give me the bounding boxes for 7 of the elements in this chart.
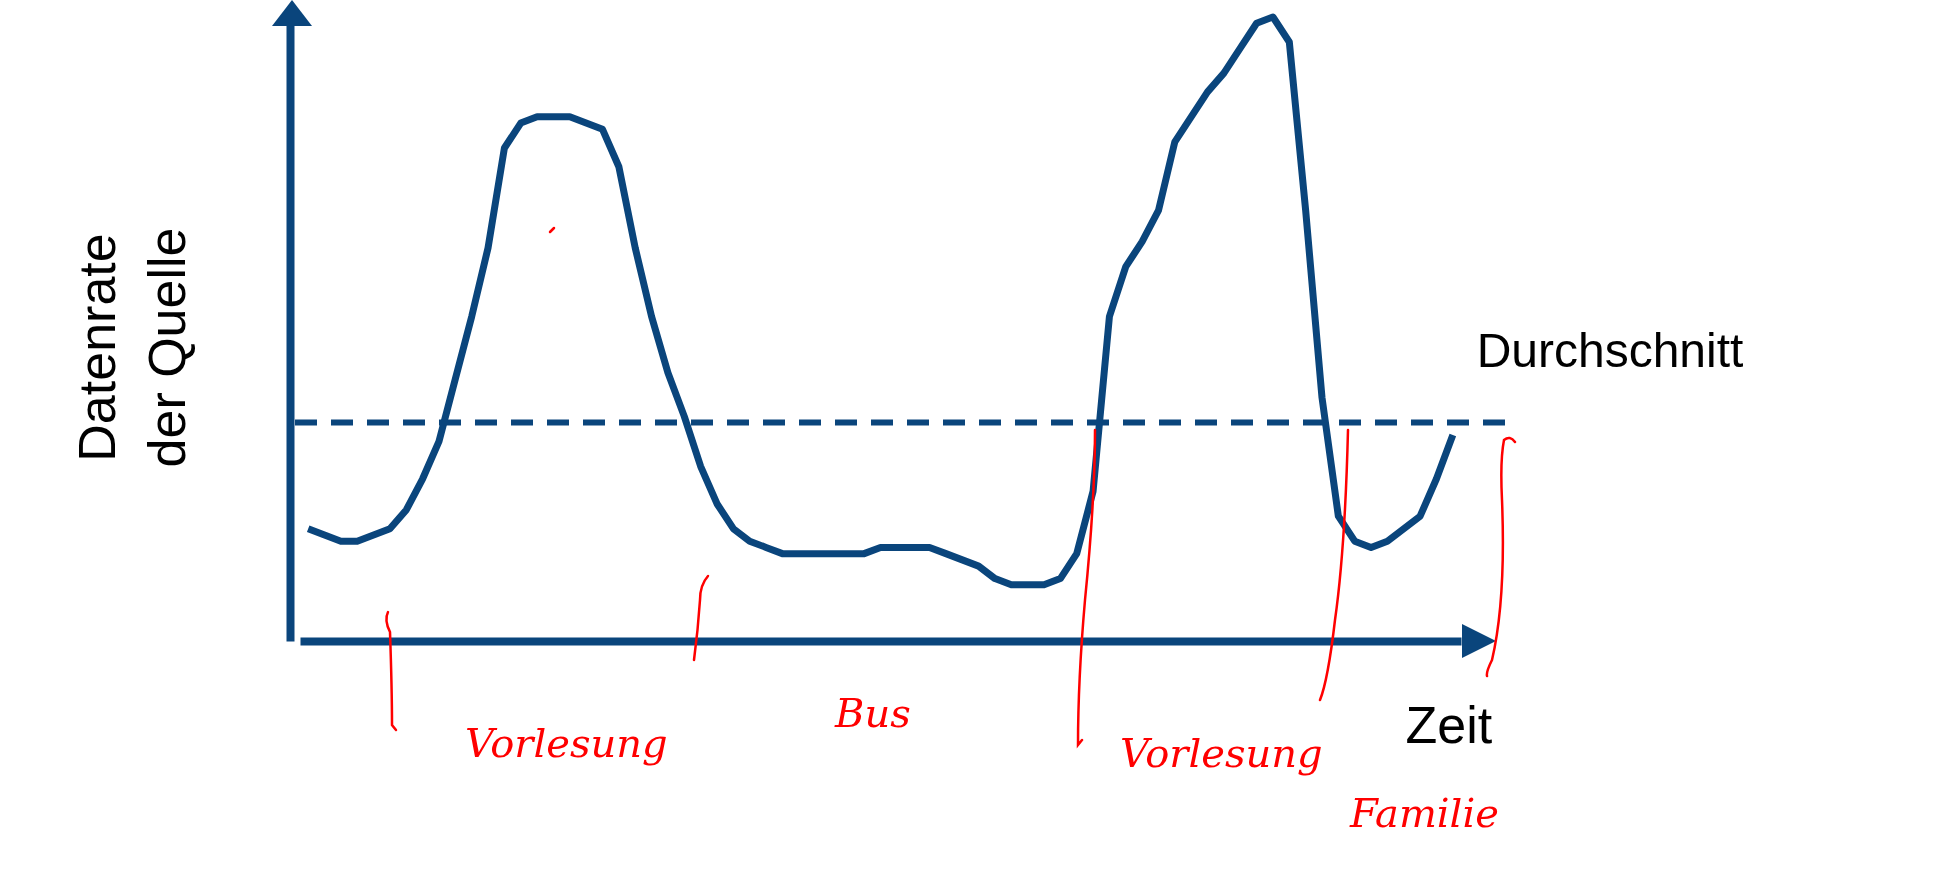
y-axis-title: Datenrate der Quelle [67,227,196,468]
ref-line-label: Durchschnitt [1476,323,1744,377]
text: Bus [835,690,911,736]
text: Vorlesung [465,720,668,766]
x-axis-title: Zeit [1405,695,1493,754]
text: Vorlesung [1120,730,1323,776]
text: Familie [1350,790,1499,836]
